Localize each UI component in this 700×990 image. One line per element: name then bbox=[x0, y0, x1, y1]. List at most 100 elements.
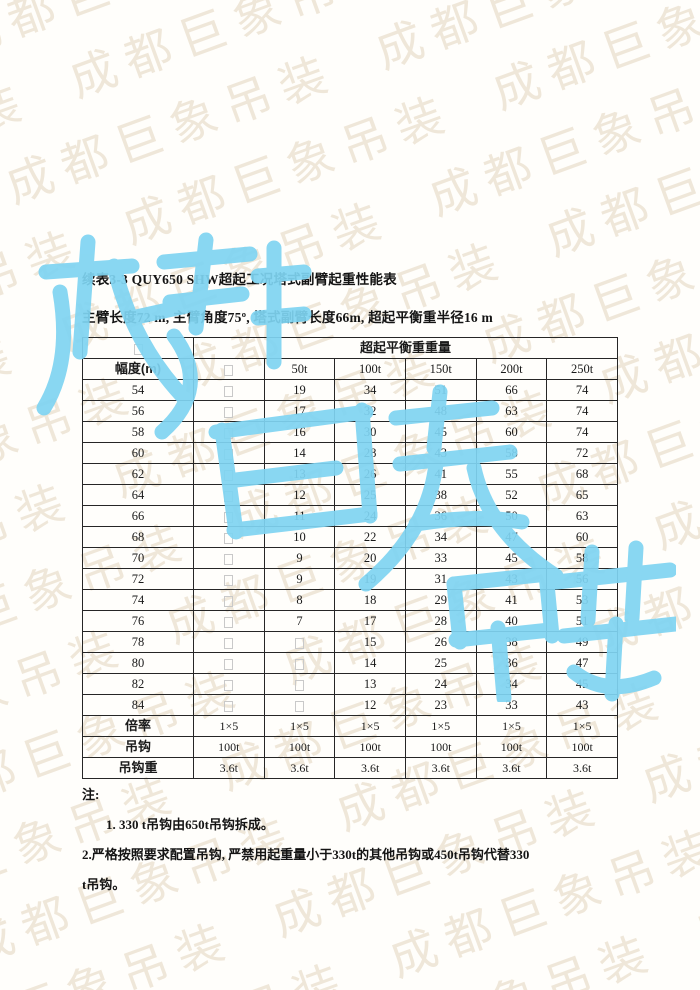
cell-radius: 74 bbox=[82, 589, 194, 611]
cell-capacity bbox=[263, 694, 336, 716]
summary-value: 1×5 bbox=[193, 715, 265, 737]
table-body: 超起平衡重重量 幅度(m) 50t 100t 150t 200t 250t 54 19 34 51 6… bbox=[82, 337, 618, 779]
cell-capacity: 45 bbox=[475, 547, 548, 569]
cell-capacity: 56 bbox=[546, 568, 618, 590]
cell-capacity: 48 bbox=[404, 400, 477, 422]
cell-capacity bbox=[193, 505, 265, 527]
cell-radius: 80 bbox=[82, 652, 194, 674]
summary-value: 3.6t bbox=[334, 757, 406, 779]
summary-value: 3.6t bbox=[475, 757, 548, 779]
column-header-blank bbox=[193, 358, 265, 380]
note-item-2-line2: t吊钩。 bbox=[82, 877, 126, 892]
cell-capacity: 9 bbox=[263, 568, 336, 590]
empty-cell-glyph bbox=[224, 616, 234, 628]
empty-cell-glyph bbox=[294, 658, 304, 670]
cell-capacity: 50 bbox=[475, 505, 548, 527]
cell-capacity: 34 bbox=[334, 379, 406, 401]
empty-cell-glyph bbox=[224, 385, 234, 397]
table-row: 84 12 23 33 43 bbox=[82, 694, 618, 716]
cell-capacity bbox=[193, 421, 265, 443]
table-corner-cell bbox=[82, 337, 194, 359]
cell-capacity: 65 bbox=[546, 484, 618, 506]
cell-capacity: 24 bbox=[404, 673, 477, 695]
cell-radius: 58 bbox=[82, 421, 194, 443]
cell-capacity bbox=[193, 526, 265, 548]
cell-radius: 70 bbox=[82, 547, 194, 569]
cell-capacity: 31 bbox=[404, 568, 477, 590]
summary-label: 吊钩 bbox=[82, 736, 194, 758]
cell-capacity: 22 bbox=[334, 526, 406, 548]
cell-capacity bbox=[193, 673, 265, 695]
empty-cell-glyph bbox=[224, 448, 234, 460]
cell-capacity: 52 bbox=[475, 484, 548, 506]
empty-cell-glyph bbox=[224, 532, 234, 544]
summary-value: 3.6t bbox=[404, 757, 477, 779]
table-row: 74 8 18 29 41 53 bbox=[82, 589, 618, 611]
cell-capacity bbox=[193, 694, 265, 716]
summary-value: 1×5 bbox=[404, 715, 477, 737]
empty-cell-glyph bbox=[224, 658, 234, 670]
summary-value: 3.6t bbox=[546, 757, 618, 779]
summary-value: 1×5 bbox=[475, 715, 548, 737]
table-row: 78 15 26 38 49 bbox=[82, 631, 618, 653]
cell-capacity: 13 bbox=[263, 463, 336, 485]
cell-capacity bbox=[193, 547, 265, 569]
cell-capacity: 8 bbox=[263, 589, 336, 611]
cell-capacity: 60 bbox=[546, 526, 618, 548]
page-subtitle: 主臂长度72 m, 主臂角度75º, 塔式副臂长度66m, 超起平衡重半径16 … bbox=[82, 310, 493, 325]
empty-cell-glyph bbox=[294, 679, 304, 691]
column-header-250t: 250t bbox=[546, 358, 618, 380]
cell-capacity: 74 bbox=[546, 400, 618, 422]
empty-cell-glyph bbox=[224, 364, 234, 376]
cell-radius: 66 bbox=[82, 505, 194, 527]
cell-radius: 62 bbox=[82, 463, 194, 485]
cell-capacity bbox=[193, 568, 265, 590]
cell-capacity: 30 bbox=[334, 421, 406, 443]
cell-capacity: 45 bbox=[546, 673, 618, 695]
cell-capacity bbox=[193, 652, 265, 674]
cell-capacity bbox=[193, 589, 265, 611]
cell-capacity bbox=[193, 442, 265, 464]
cell-capacity: 11 bbox=[263, 505, 336, 527]
cell-capacity: 10 bbox=[263, 526, 336, 548]
table-row: 58 16 30 45 60 74 bbox=[82, 421, 618, 443]
cell-capacity: 47 bbox=[546, 652, 618, 674]
cell-capacity: 34 bbox=[475, 673, 548, 695]
table-summary-row: 吊钩重 3.6t 3.6t 3.6t 3.6t 3.6t 3.6t bbox=[82, 757, 618, 779]
cell-capacity: 9 bbox=[263, 547, 336, 569]
cell-capacity: 53 bbox=[546, 589, 618, 611]
column-header-200t: 200t bbox=[475, 358, 548, 380]
cell-capacity: 23 bbox=[404, 694, 477, 716]
cell-capacity: 66 bbox=[475, 379, 548, 401]
cell-capacity bbox=[193, 463, 265, 485]
table-row: 72 9 19 31 43 56 bbox=[82, 568, 618, 590]
cell-capacity: 14 bbox=[263, 442, 336, 464]
cell-capacity: 14 bbox=[334, 652, 406, 674]
cell-capacity: 45 bbox=[404, 421, 477, 443]
table-row: 54 19 34 51 66 74 bbox=[82, 379, 618, 401]
empty-cell-glyph bbox=[294, 637, 304, 649]
empty-cell-glyph bbox=[133, 343, 143, 355]
cell-capacity bbox=[193, 484, 265, 506]
empty-cell-glyph bbox=[224, 553, 234, 565]
cell-capacity: 41 bbox=[404, 463, 477, 485]
summary-value: 100t bbox=[475, 736, 548, 758]
cell-capacity: 63 bbox=[546, 505, 618, 527]
cell-capacity: 34 bbox=[404, 526, 477, 548]
empty-cell-glyph bbox=[294, 700, 304, 712]
column-header-50t: 50t bbox=[263, 358, 336, 380]
cell-capacity: 18 bbox=[334, 589, 406, 611]
cell-radius: 56 bbox=[82, 400, 194, 422]
table-row: 56 17 32 48 63 74 bbox=[82, 400, 618, 422]
cell-capacity: 25 bbox=[404, 652, 477, 674]
cell-capacity bbox=[193, 631, 265, 653]
cell-capacity bbox=[263, 673, 336, 695]
cell-capacity: 63 bbox=[475, 400, 548, 422]
cell-capacity: 49 bbox=[546, 631, 618, 653]
cell-capacity: 29 bbox=[404, 589, 477, 611]
cell-radius: 64 bbox=[82, 484, 194, 506]
table-row: 66 11 24 36 50 63 bbox=[82, 505, 618, 527]
cell-capacity: 16 bbox=[263, 421, 336, 443]
table-row: 62 13 26 41 55 68 bbox=[82, 463, 618, 485]
summary-value: 3.6t bbox=[263, 757, 336, 779]
